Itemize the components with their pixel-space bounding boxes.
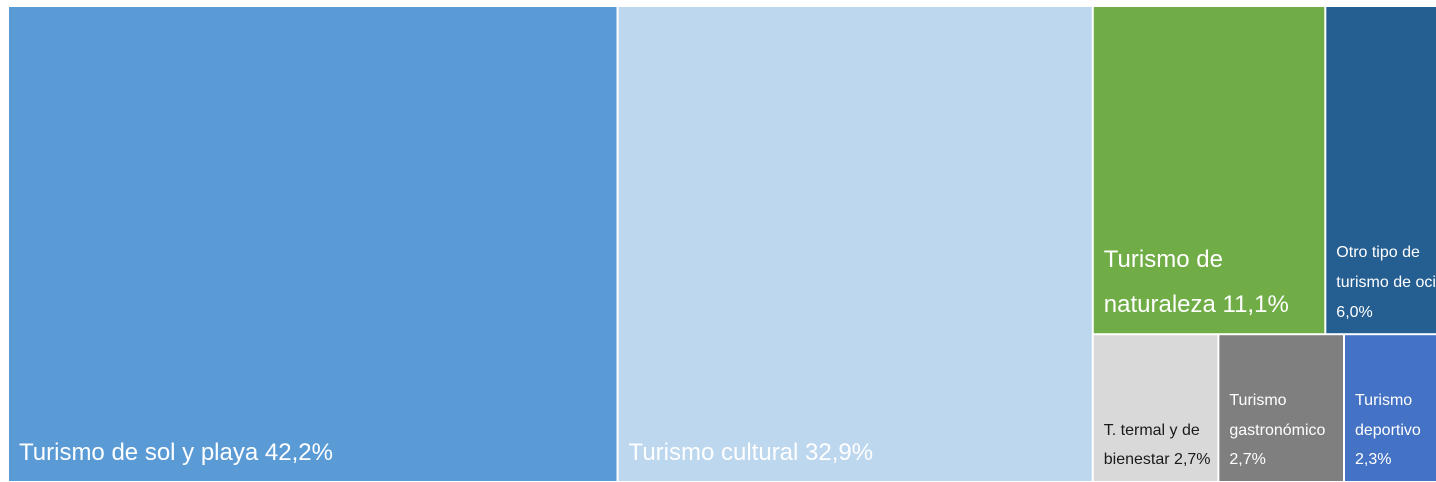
tile: Turismo de sol y playa 42,2% (9, 7, 617, 481)
tile-label: Turismo de sol y playa 42,2% (19, 438, 333, 466)
tile: Turismo deportivo 2,3% (1344, 335, 1436, 481)
value-label: 2,7% (1174, 451, 1211, 469)
tile: T. termal y de bienestar 2,7% (1093, 335, 1218, 481)
value-label: 2,7% (1229, 451, 1266, 469)
tile-rect (1093, 335, 1218, 481)
tile-label: Turismo cultural 32,9% (628, 438, 874, 466)
tile: Otro tipo de turismo de ocio 6,0% (1326, 7, 1436, 334)
category-label: Turismo cultural (628, 438, 799, 466)
tile: Turismo de naturaleza 11,1% (1093, 7, 1325, 334)
tile-label: T. termal y de bienestar 2,7% (1103, 421, 1211, 469)
value-label: 11,1% (1222, 290, 1289, 318)
category-label: Turismo deportivo (1354, 392, 1421, 439)
tile-rect (1326, 7, 1436, 334)
tile: Turismo cultural 32,9% (618, 7, 1092, 481)
tile-rect (1344, 335, 1436, 481)
tile-label: Turismo de naturaleza 11,1% (1103, 246, 1289, 318)
tile-label: Otro tipo de turismo de ocio 6,0% (1336, 244, 1436, 321)
tile-rect (1093, 7, 1325, 334)
tile-rect (1219, 335, 1343, 481)
tile: Turismo gastronómico 2,7% (1219, 335, 1343, 481)
value-label: 32,9% (805, 438, 874, 466)
tile-label: Turismo deportivo 2,3% (1354, 392, 1421, 469)
value-label: 2,3% (1354, 451, 1392, 469)
tile-rect (618, 7, 1092, 481)
tile-rect (9, 7, 617, 481)
value-label: 42,2% (264, 438, 333, 466)
category-label: Turismo de sol y playa (19, 438, 259, 466)
tile-label: Turismo gastronómico 2,7% (1229, 392, 1326, 469)
value-label: 6,0% (1336, 303, 1373, 321)
category-label: Turismo de naturaleza (1103, 246, 1223, 318)
category-label: Otro tipo de turismo de ocio (1336, 244, 1436, 292)
category-label: Turismo gastronómico (1229, 392, 1326, 439)
category-label: T. termal y de bienestar (1103, 421, 1200, 469)
